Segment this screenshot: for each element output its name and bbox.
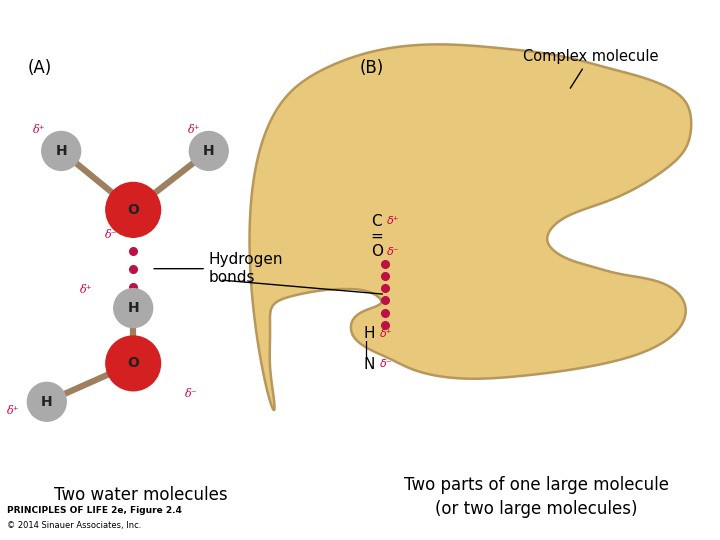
Text: Figure 2.4  Hydrogen Bonds Can Form between or within Molecules: Figure 2.4 Hydrogen Bonds Can Form betwe… [9,6,500,22]
Text: δ⁺: δ⁺ [387,216,400,226]
Text: Complex molecule: Complex molecule [523,49,658,88]
Text: δ⁻: δ⁻ [379,360,392,369]
Text: δ⁻: δ⁻ [105,231,118,240]
Polygon shape [250,44,691,410]
Text: δ⁺: δ⁺ [33,125,46,136]
Text: Hydrogen
bonds: Hydrogen bonds [154,253,283,285]
Text: © 2014 Sinauer Associates, Inc.: © 2014 Sinauer Associates, Inc. [7,521,142,530]
Ellipse shape [106,183,161,237]
Text: =: = [371,229,384,244]
Text: Two water molecules: Two water molecules [53,486,228,504]
Ellipse shape [27,382,66,421]
Text: N: N [364,357,375,372]
Text: δ⁺: δ⁺ [6,406,19,416]
Ellipse shape [189,132,228,171]
Ellipse shape [114,289,153,328]
Text: H: H [55,144,67,158]
Text: O: O [127,356,139,370]
Text: H: H [127,301,139,315]
Text: (or two large molecules): (or two large molecules) [435,500,638,518]
Text: O: O [371,244,383,259]
Ellipse shape [106,336,161,391]
Text: δ⁺: δ⁺ [188,125,201,136]
Text: PRINCIPLES OF LIFE 2e, Figure 2.4: PRINCIPLES OF LIFE 2e, Figure 2.4 [7,507,182,515]
Text: Two parts of one large molecule: Two parts of one large molecule [404,476,669,494]
Text: δ⁻: δ⁻ [184,389,197,399]
Text: H: H [41,395,53,409]
Text: δ⁺: δ⁺ [80,285,93,295]
Text: C: C [371,214,382,228]
Text: (B): (B) [360,59,384,77]
Text: H: H [203,144,215,158]
Text: δ⁺: δ⁺ [379,329,392,339]
Text: O: O [127,203,139,217]
Ellipse shape [42,132,81,171]
Text: |: | [364,341,369,357]
Text: (A): (A) [27,59,52,77]
Text: δ⁻: δ⁻ [387,247,400,257]
Text: H: H [364,326,375,341]
